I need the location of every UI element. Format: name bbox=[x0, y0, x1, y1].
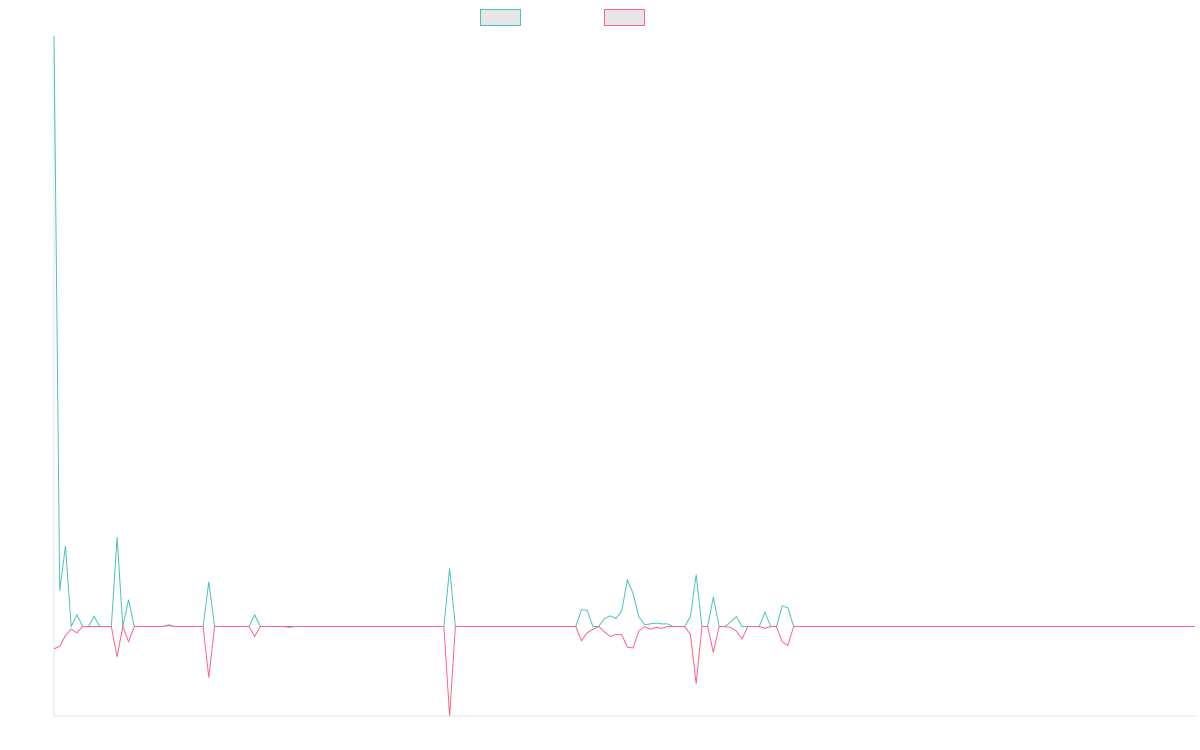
chart-series-layer bbox=[53, 35, 1195, 717]
series-line-2 bbox=[53, 624, 1195, 717]
legend-swatch-2[interactable] bbox=[604, 9, 645, 26]
chart-legend bbox=[480, 9, 645, 26]
series-line-1 bbox=[53, 35, 1195, 629]
chart-axes bbox=[53, 36, 1195, 717]
legend-swatch-1[interactable] bbox=[480, 9, 521, 26]
